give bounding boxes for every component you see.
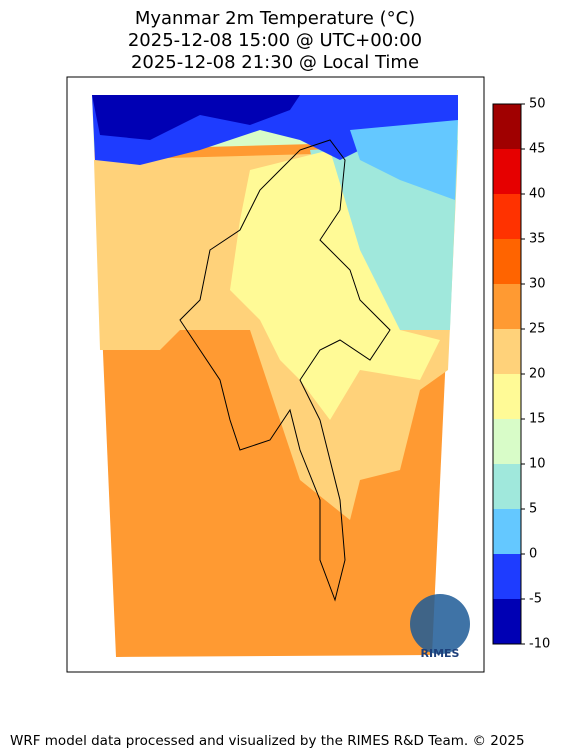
colorbar-bin	[493, 194, 521, 239]
logo-text: RIMES	[421, 647, 460, 660]
colorbar-bin	[493, 374, 521, 419]
colorbar-bin	[493, 284, 521, 329]
tick-label: 20	[529, 367, 546, 382]
temp-region	[230, 150, 440, 420]
title-line: 2025-12-08 21:30 @ Local Time	[131, 52, 419, 73]
title-line: 2025-12-08 15:00 @ UTC+00:00	[128, 30, 422, 51]
colorbar-bin	[493, 464, 521, 509]
tick-label: 5	[529, 502, 537, 517]
colorbar-bin	[493, 554, 521, 599]
colorbar-bin	[493, 329, 521, 374]
tick-label: -5	[529, 592, 542, 607]
colorbar-bin	[493, 239, 521, 284]
title-line: Myanmar 2m Temperature (°C)	[135, 8, 415, 29]
tick-label: 40	[529, 187, 546, 202]
footer: WRF model data processed and visualized …	[10, 733, 525, 749]
country-border	[179, 139, 391, 602]
temp-region	[350, 120, 458, 200]
tick-label: 35	[529, 232, 546, 247]
map: RIMES	[92, 95, 470, 660]
colorbar-bin	[493, 599, 521, 644]
tick-label: 0	[529, 547, 537, 562]
tick-label: -10	[529, 637, 550, 652]
colorbar: -10 -5 0 5 10 15 20 25 30 35 40 45 50	[492, 97, 550, 652]
tick-label: 50	[529, 97, 546, 112]
colorbar-bin	[493, 149, 521, 194]
tick-label: 15	[529, 412, 546, 427]
tick-label: 10	[529, 457, 546, 472]
tick-label: 45	[529, 142, 546, 157]
colorbar-bin	[493, 419, 521, 464]
colorbar-bin	[493, 104, 521, 149]
temp-region	[92, 95, 300, 140]
logo	[410, 594, 470, 654]
tick-label: 30	[529, 277, 546, 292]
colorbar-bin	[493, 509, 521, 554]
tick-label: 25	[529, 322, 546, 337]
